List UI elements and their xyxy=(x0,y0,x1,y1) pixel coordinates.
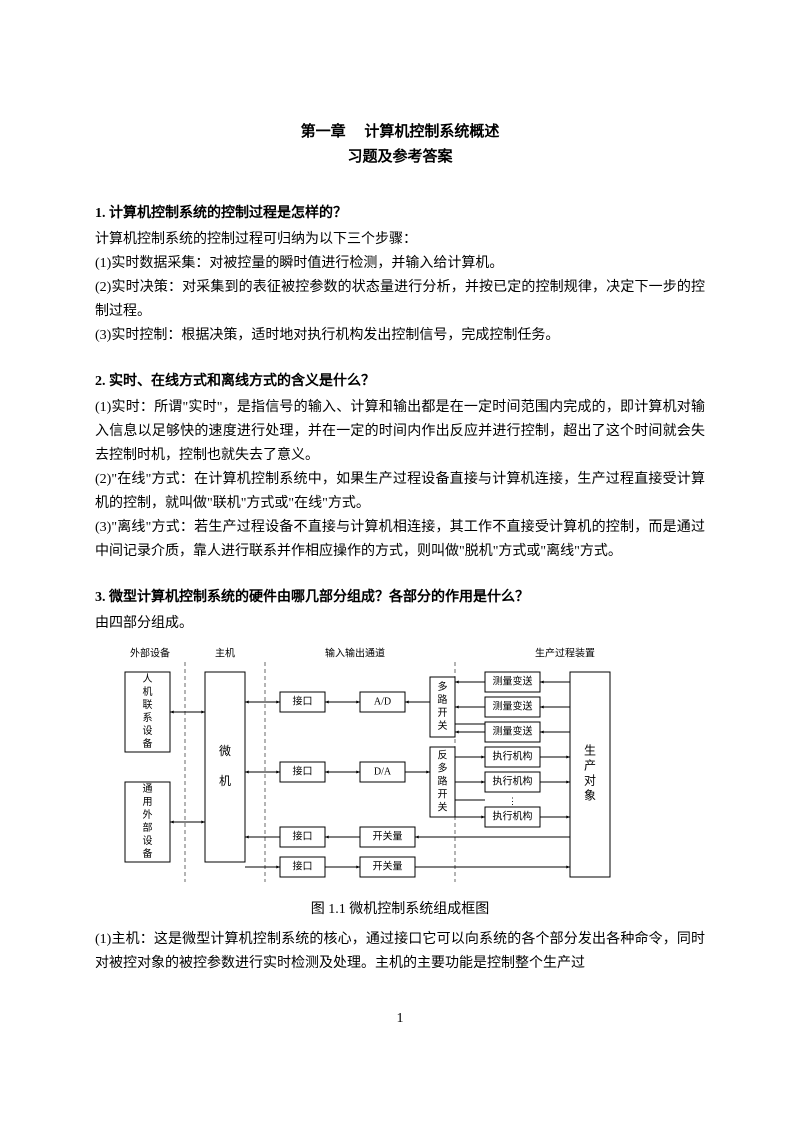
svg-text:接口: 接口 xyxy=(293,764,313,777)
svg-text:系: 系 xyxy=(143,712,153,724)
svg-text:输入输出通道: 输入输出通道 xyxy=(325,646,385,659)
svg-text:D/A: D/A xyxy=(374,766,392,777)
q1-heading: 1. 计算机控制系统的控制过程是怎样的？ xyxy=(95,202,705,222)
svg-text:关: 关 xyxy=(438,800,448,813)
svg-text:反: 反 xyxy=(438,749,448,761)
svg-text:机: 机 xyxy=(143,685,153,698)
svg-text:接口: 接口 xyxy=(293,694,313,707)
block-diagram-svg: 外部设备主机输入输出通道生产过程装置人机联系设备通用外部设备微机接口A/D接口D… xyxy=(115,642,675,892)
svg-text:开: 开 xyxy=(438,708,448,719)
svg-text:执行机构: 执行机构 xyxy=(493,809,533,822)
svg-text:备: 备 xyxy=(143,737,153,750)
chapter-subtitle: 习题及参考答案 xyxy=(95,145,705,166)
svg-text:执行机构: 执行机构 xyxy=(493,774,533,787)
svg-text:人: 人 xyxy=(143,673,153,685)
svg-text:路: 路 xyxy=(438,774,448,787)
q1-l3: (3)实时控制：根据决策，适时地对执行机构发出控制信号，完成控制任务。 xyxy=(95,324,705,348)
svg-text:部: 部 xyxy=(143,821,153,834)
svg-text:测量变送: 测量变送 xyxy=(493,724,533,737)
page: 第一章 计算机控制系统概述 习题及参考答案 1. 计算机控制系统的控制过程是怎样… xyxy=(0,0,800,1067)
svg-text:微: 微 xyxy=(219,744,231,758)
q2-l3: (3)"离线"方式：若生产过程设备不直接与计算机相连接，其工作不直接受计算机的控… xyxy=(95,516,705,564)
q3-l1: (1)主机：这是微型计算机控制系统的核心，通过接口它可以向系统的各个部分发出各种… xyxy=(95,928,705,976)
svg-text:执行机构: 执行机构 xyxy=(493,749,533,762)
q2-heading: 2. 实时、在线方式和离线方式的含义是什么？ xyxy=(95,370,705,390)
svg-text:生产过程装置: 生产过程装置 xyxy=(535,646,595,659)
svg-text:象: 象 xyxy=(584,788,596,802)
diagram: 外部设备主机输入输出通道生产过程装置人机联系设备通用外部设备微机接口A/D接口D… xyxy=(115,642,705,892)
svg-text:接口: 接口 xyxy=(293,859,313,872)
svg-text:联: 联 xyxy=(143,699,153,711)
svg-text:外部设备: 外部设备 xyxy=(130,646,170,659)
svg-text:设: 设 xyxy=(143,835,153,847)
svg-text:机: 机 xyxy=(219,774,231,788)
svg-text:多: 多 xyxy=(438,680,448,693)
diagram-caption: 图 1.1 微机控制系统组成框图 xyxy=(95,898,705,918)
svg-text:开关量: 开关量 xyxy=(373,829,403,842)
svg-text:主机: 主机 xyxy=(215,646,235,659)
q1-l1: (1)实时数据采集：对被控量的瞬时值进行检测，并输入给计算机。 xyxy=(95,252,705,276)
svg-text:生: 生 xyxy=(584,743,596,757)
svg-text:A/D: A/D xyxy=(374,696,391,707)
svg-text:⋮: ⋮ xyxy=(508,796,517,806)
svg-text:设: 设 xyxy=(143,725,153,737)
svg-text:产: 产 xyxy=(584,758,596,772)
svg-text:开: 开 xyxy=(438,789,448,800)
svg-text:关: 关 xyxy=(438,719,448,732)
svg-text:通: 通 xyxy=(143,783,153,795)
svg-text:开关量: 开关量 xyxy=(373,859,403,872)
svg-text:接口: 接口 xyxy=(293,829,313,842)
chapter-title: 第一章 计算机控制系统概述 xyxy=(95,120,705,141)
svg-text:测量变送: 测量变送 xyxy=(493,674,533,687)
q2-l1: (1)实时：所谓"实时"，是指信号的输入、计算和输出都是在一定时间范围内完成的，… xyxy=(95,396,705,468)
svg-text:备: 备 xyxy=(143,847,153,860)
q2-l2: (2)"在线"方式：在计算机控制系统中，如果生产过程设备直接与计算机连接，生产过… xyxy=(95,468,705,516)
q3-heading: 3. 微型计算机控制系统的硬件由哪几部分组成？各部分的作用是什么？ xyxy=(95,586,705,606)
svg-text:路: 路 xyxy=(438,693,448,706)
svg-text:多: 多 xyxy=(438,761,448,774)
page-number: 1 xyxy=(95,1011,705,1027)
q3-intro: 由四部分组成。 xyxy=(95,612,705,636)
svg-text:对: 对 xyxy=(584,773,596,787)
svg-text:外: 外 xyxy=(143,809,153,821)
q1-l2: (2)实时决策：对采集到的表征被控参数的状态量进行分析，并按已定的控制规律，决定… xyxy=(95,276,705,324)
q1-intro: 计算机控制系统的控制过程可归纳为以下三个步骤： xyxy=(95,228,705,252)
svg-text:用: 用 xyxy=(143,797,153,808)
svg-text:测量变送: 测量变送 xyxy=(493,699,533,712)
